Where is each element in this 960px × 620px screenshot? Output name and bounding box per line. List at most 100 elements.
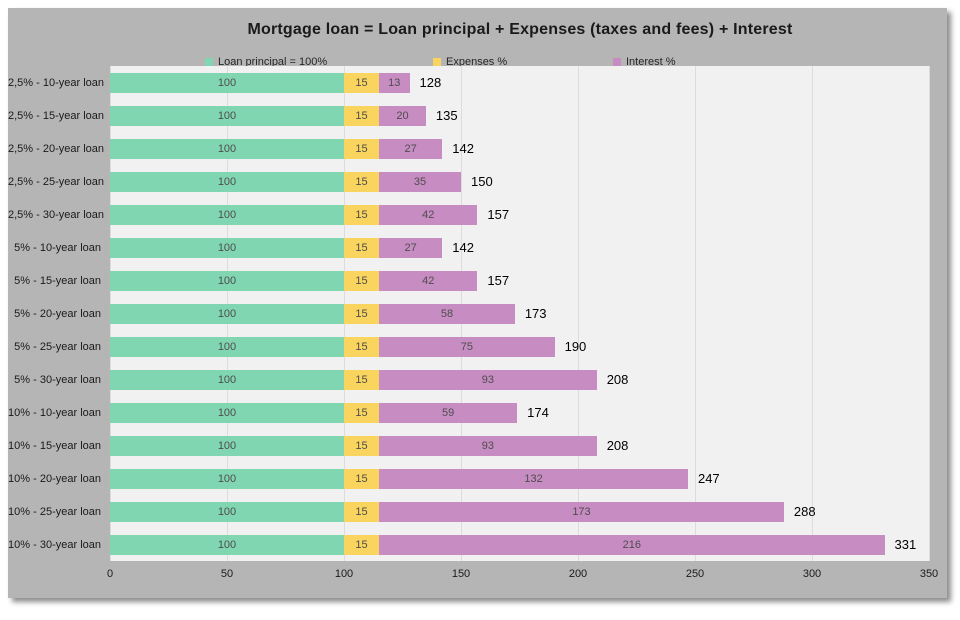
bar-row: 10% - 10-year loan 100 15 59 174 [8, 396, 947, 429]
total-label: 157 [487, 207, 510, 222]
bar-segment: 75 [379, 336, 555, 357]
legend-label-loan-principal: Loan principal = 100% [218, 56, 328, 68]
stacked-bar: 100 15 58 [110, 303, 515, 324]
category-label: 10% - 20-year loan [8, 472, 101, 485]
gridline-350 [929, 66, 930, 561]
bar-row: 2,5% - 15-year loan 100 15 20 135 [8, 99, 947, 132]
bar-row: 5% - 30-year loan 100 15 93 208 [8, 363, 947, 396]
bar-row: 2,5% - 25-year loan 100 15 35 150 [8, 165, 947, 198]
category-label: 2,5% - 30-year loan [8, 208, 104, 221]
bar-segment: 27 [379, 237, 443, 258]
bar-segment: 15 [344, 138, 380, 159]
bar-segment: 59 [379, 402, 518, 423]
bar-segment: 100 [110, 369, 344, 390]
bar-segment: 100 [110, 270, 344, 291]
x-axis-tick-label: 0 [106, 568, 114, 580]
bar-segment: 100 [110, 402, 344, 423]
stacked-bar: 100 15 93 [110, 369, 597, 390]
stacked-bar: 100 15 27 [110, 138, 443, 159]
x-axis-tick-label: 150 [451, 568, 471, 580]
category-label: 5% - 25-year loan [14, 340, 101, 353]
bar-row: 10% - 25-year loan 100 15 173 288 [8, 495, 947, 528]
total-label: 331 [894, 537, 917, 552]
bar-row: 10% - 20-year loan 100 15 132 247 [8, 462, 947, 495]
stacked-bar: 100 15 59 [110, 402, 518, 423]
stacked-bar: 100 15 75 [110, 336, 555, 357]
bar-segment: 15 [344, 303, 380, 324]
bar-segment: 15 [344, 270, 380, 291]
legend-item-loan-principal: Loan principal = 100% [205, 55, 327, 69]
bar-segment: 35 [379, 171, 461, 192]
bar-segment: 100 [110, 105, 344, 126]
category-label: 2,5% - 10-year loan [8, 76, 104, 89]
bar-row: 10% - 15-year loan 100 15 93 208 [8, 429, 947, 462]
category-label: 2,5% - 15-year loan [8, 109, 104, 122]
x-axis-tick-label: 300 [802, 568, 822, 580]
bar-segment: 15 [344, 402, 380, 423]
bar-segment: 15 [344, 336, 380, 357]
bar-segment: 100 [110, 501, 344, 522]
bar-segment: 93 [379, 435, 597, 456]
total-label: 190 [564, 339, 587, 354]
bar-segment: 100 [110, 336, 344, 357]
legend-swatch-interest-icon [613, 58, 621, 66]
legend-item-interest: Interest % [613, 55, 676, 69]
bar-segment: 15 [344, 501, 380, 522]
bar-segment: 93 [379, 369, 597, 390]
bar-row: 5% - 25-year loan 100 15 75 190 [8, 330, 947, 363]
bar-segment: 100 [110, 138, 344, 159]
bar-segment: 100 [110, 435, 344, 456]
bar-row: 10% - 30-year loan 100 15 216 331 [8, 528, 947, 561]
bar-segment: 132 [379, 468, 688, 489]
bar-segment: 100 [110, 204, 344, 225]
total-label: 288 [793, 504, 816, 519]
stacked-bar: 100 15 13 [110, 72, 410, 93]
bar-segment: 100 [110, 303, 344, 324]
bar-row: 5% - 15-year loan 100 15 42 157 [8, 264, 947, 297]
total-label: 157 [487, 273, 510, 288]
category-label: 10% - 10-year loan [8, 406, 101, 419]
bar-segment: 13 [379, 72, 410, 93]
stacked-bar: 100 15 42 [110, 270, 478, 291]
legend-swatch-loan-principal-icon [205, 58, 213, 66]
bar-segment: 216 [379, 534, 885, 555]
legend-swatch-expenses-icon [433, 58, 441, 66]
legend-label-interest: Interest % [626, 56, 676, 68]
x-axis-tick-label: 200 [568, 568, 588, 580]
bar-segment: 15 [344, 204, 380, 225]
bar-row: 2,5% - 20-year loan 100 15 27 142 [8, 132, 947, 165]
bar-rows: 2,5% - 10-year loan 100 15 13 128 2,5% - 15-y… [8, 66, 947, 561]
stacked-bar: 100 15 42 [110, 204, 478, 225]
bar-segment: 15 [344, 237, 380, 258]
x-axis-tick-label: 50 [220, 568, 234, 580]
bar-segment: 15 [344, 369, 380, 390]
gridline-300 [812, 66, 813, 561]
stacked-bar: 100 15 132 [110, 468, 688, 489]
x-axis-tick-label: 350 [919, 568, 939, 580]
bar-row: 2,5% - 10-year loan 100 15 13 128 [8, 66, 947, 99]
total-label: 128 [419, 75, 442, 90]
total-label: 142 [452, 240, 474, 255]
stacked-bar: 100 15 216 [110, 534, 885, 555]
bar-segment: 15 [344, 468, 380, 489]
x-axis: 0 50 100 150 200 250 300 350 [106, 568, 938, 583]
gridline-200 [578, 66, 579, 561]
total-label: 174 [527, 405, 549, 420]
x-axis-tick-label: 100 [334, 568, 354, 580]
chart-title: Mortgage loan = Loan principal + Expense… [247, 21, 793, 38]
bar-segment: 15 [344, 534, 380, 555]
bar-segment: 42 [379, 270, 478, 291]
bar-segment: 20 [379, 105, 426, 126]
x-axis-tick-label: 250 [685, 568, 705, 580]
bar-row: 5% - 10-year loan 100 15 27 142 [8, 231, 947, 264]
total-label: 142 [452, 141, 474, 156]
category-label: 5% - 20-year loan [14, 307, 101, 320]
total-label: 208 [606, 438, 629, 453]
stacked-bar: 100 15 93 [110, 435, 597, 456]
bar-segment: 42 [379, 204, 478, 225]
category-label: 2,5% - 25-year loan [8, 175, 104, 188]
total-label: 135 [435, 108, 458, 123]
category-label: 10% - 30-year loan [8, 538, 101, 551]
category-label: 5% - 30-year loan [14, 373, 101, 386]
bar-segment: 27 [379, 138, 443, 159]
